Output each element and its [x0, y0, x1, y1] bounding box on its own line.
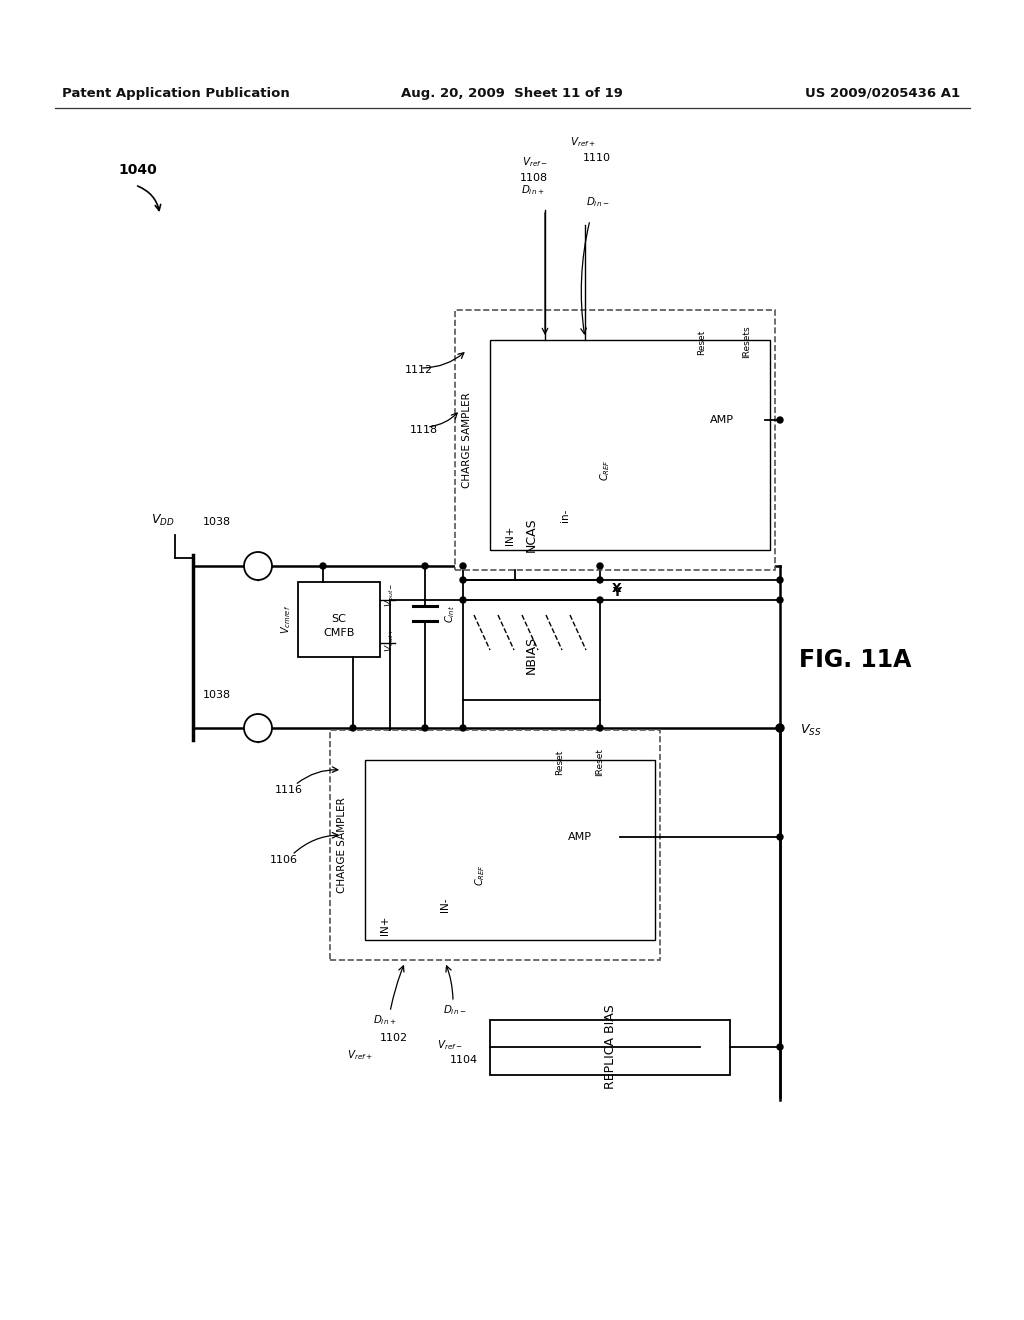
Circle shape	[350, 725, 356, 731]
Circle shape	[244, 552, 272, 579]
Text: IN+: IN+	[380, 915, 390, 935]
Text: IResets: IResets	[742, 326, 751, 358]
Text: $V_{DD}$: $V_{DD}$	[152, 512, 175, 528]
Text: NBIAS: NBIAS	[525, 636, 538, 675]
Text: Reset: Reset	[555, 750, 564, 775]
Text: $D_{in+}$: $D_{in+}$	[521, 183, 545, 197]
Text: 1104: 1104	[450, 1055, 478, 1065]
Text: Reset: Reset	[697, 329, 707, 355]
Bar	[680, 360, 765, 480]
Circle shape	[460, 725, 466, 731]
Circle shape	[244, 714, 272, 742]
Circle shape	[460, 597, 466, 603]
Text: US 2009/0205436 A1: US 2009/0205436 A1	[805, 87, 961, 99]
Text: CHARGE SAMPLER: CHARGE SAMPLER	[462, 392, 472, 488]
Bar	[330, 730, 660, 960]
Text: $V_{out+}$: $V_{out+}$	[383, 628, 395, 652]
Text: $V_{ref+}$: $V_{ref+}$	[347, 1048, 373, 1061]
Bar	[463, 480, 600, 579]
Text: $V_{out-}$: $V_{out-}$	[383, 583, 395, 607]
Text: $D_{in-}$: $D_{in-}$	[587, 195, 609, 209]
Text: 1118: 1118	[410, 425, 438, 436]
Circle shape	[777, 1044, 783, 1049]
Text: 1116: 1116	[275, 785, 303, 795]
Bar	[490, 341, 770, 550]
Text: $C_{int}$: $C_{int}$	[443, 605, 457, 623]
Text: NCAS: NCAS	[525, 517, 538, 552]
Text: IReset: IReset	[596, 748, 604, 776]
Text: $V_{ref-}$: $V_{ref-}$	[437, 1038, 463, 1052]
Circle shape	[422, 725, 428, 731]
Circle shape	[777, 577, 783, 583]
Text: IN+: IN+	[505, 525, 515, 545]
Circle shape	[776, 723, 784, 733]
Circle shape	[460, 564, 466, 569]
Text: in-: in-	[560, 508, 570, 521]
Text: 1102: 1102	[380, 1034, 409, 1043]
Text: $D_{in-}$: $D_{in-}$	[443, 1003, 467, 1016]
Text: FIG. 11A: FIG. 11A	[799, 648, 911, 672]
Text: 1106: 1106	[270, 855, 298, 865]
Text: SC: SC	[332, 614, 346, 624]
Text: $D_{in+}$: $D_{in+}$	[374, 1014, 396, 1027]
Bar	[490, 1020, 730, 1074]
Text: Patent Application Publication: Patent Application Publication	[62, 87, 290, 99]
Text: AMP: AMP	[710, 414, 734, 425]
Circle shape	[777, 417, 783, 422]
Text: CHARGE SAMPLER: CHARGE SAMPLER	[337, 797, 347, 892]
Text: $C_{REF}$: $C_{REF}$	[598, 459, 612, 480]
Bar	[298, 582, 380, 657]
Text: REPLICA BIAS: REPLICA BIAS	[603, 1005, 616, 1089]
Text: Y: Y	[612, 586, 621, 598]
Text: 1110: 1110	[583, 153, 611, 162]
Text: AMP: AMP	[568, 832, 592, 842]
Bar	[540, 780, 620, 895]
Circle shape	[597, 577, 603, 583]
Text: $V_{SS}$: $V_{SS}$	[800, 722, 821, 738]
Text: 1108: 1108	[520, 173, 548, 183]
Text: 1038: 1038	[203, 517, 231, 527]
Circle shape	[422, 564, 428, 569]
Circle shape	[777, 597, 783, 603]
Circle shape	[319, 564, 326, 569]
Bar	[365, 760, 655, 940]
Circle shape	[460, 577, 466, 583]
Text: X: X	[612, 582, 622, 594]
Text: $V_{ref+}$: $V_{ref+}$	[570, 135, 596, 149]
Text: 1038: 1038	[203, 690, 231, 700]
Text: $V_{cmref}$: $V_{cmref}$	[280, 605, 293, 634]
Text: Aug. 20, 2009  Sheet 11 of 19: Aug. 20, 2009 Sheet 11 of 19	[401, 87, 623, 99]
Circle shape	[777, 834, 783, 840]
Bar	[455, 310, 775, 570]
Text: CMFB: CMFB	[324, 628, 354, 638]
Bar	[463, 601, 600, 700]
Text: $V_{ref-}$: $V_{ref-}$	[522, 154, 548, 169]
Text: IN-: IN-	[440, 898, 450, 912]
Text: 1112: 1112	[406, 366, 433, 375]
Text: 1040: 1040	[118, 162, 157, 177]
Circle shape	[597, 597, 603, 603]
Circle shape	[597, 564, 603, 569]
Text: $C_{REF}$: $C_{REF}$	[473, 865, 486, 886]
Circle shape	[597, 725, 603, 731]
